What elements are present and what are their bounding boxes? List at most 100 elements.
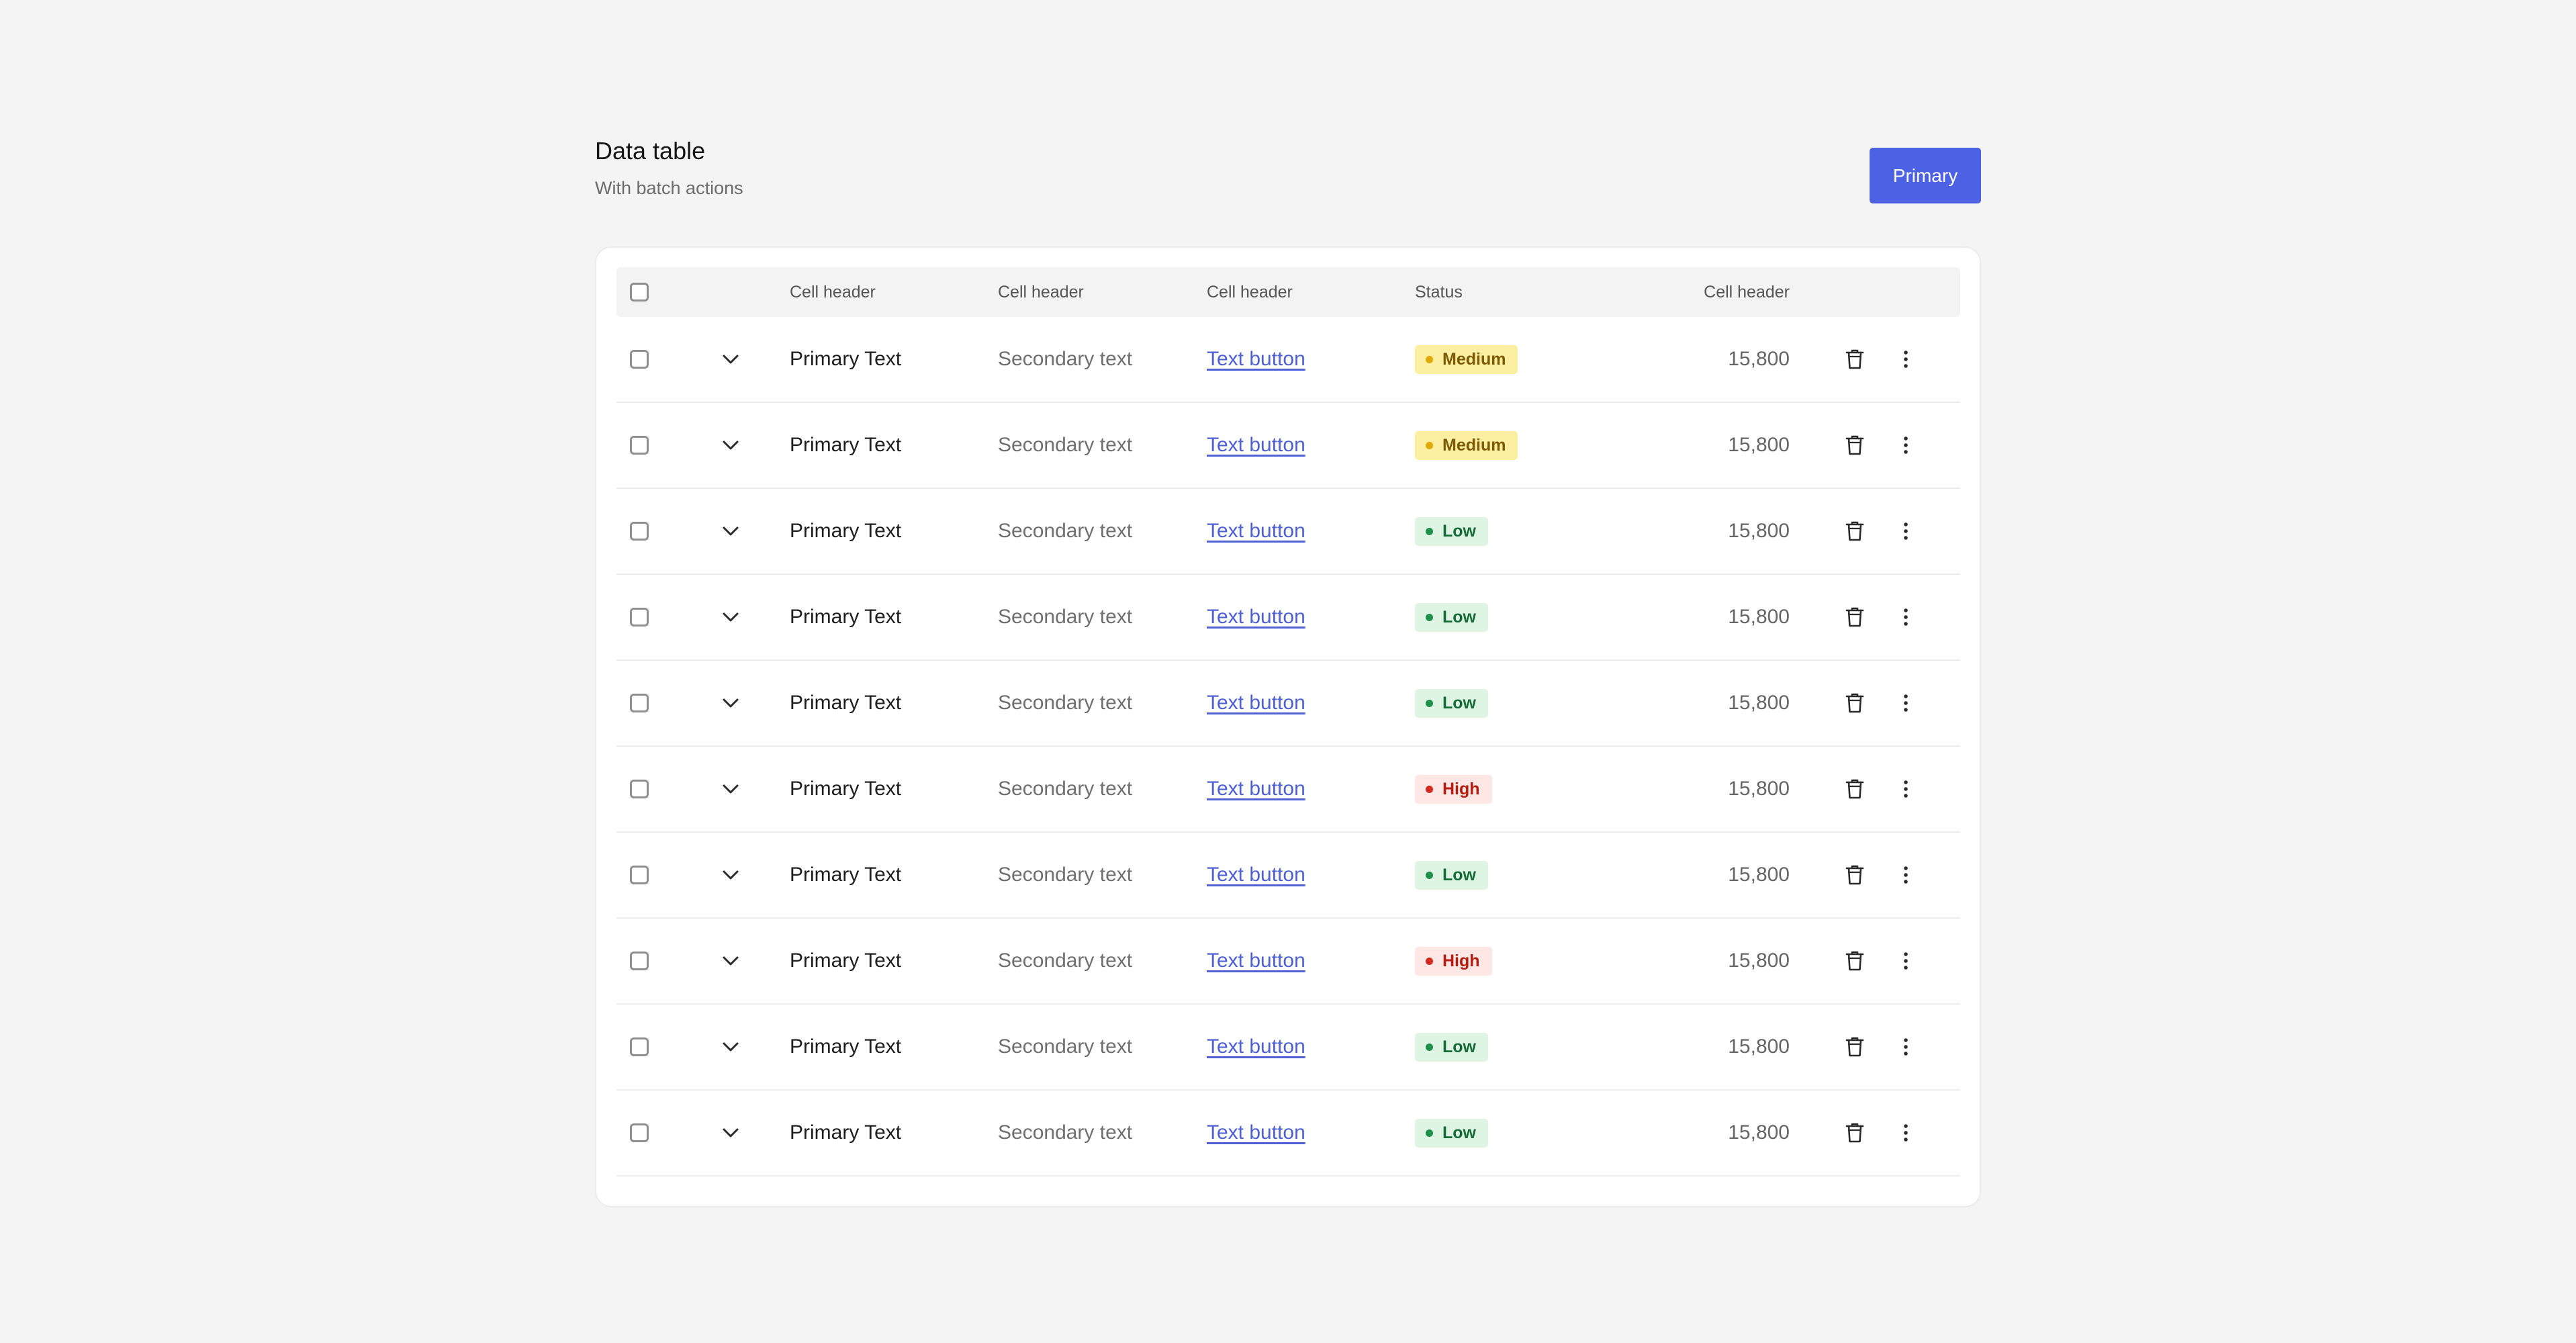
- column-header[interactable]: Cell header: [1704, 282, 1790, 302]
- text-button-link[interactable]: Text button: [1207, 778, 1305, 800]
- column-header[interactable]: Cell header: [790, 282, 876, 302]
- primary-text: Primary Text: [790, 778, 902, 800]
- text-button-link[interactable]: Text button: [1207, 1121, 1305, 1144]
- status-dot-icon: [1426, 1129, 1433, 1137]
- row-checkbox[interactable]: [630, 952, 649, 970]
- status-cell: High: [1415, 919, 1616, 1003]
- more-vertical-icon[interactable]: [1903, 522, 1908, 541]
- secondary-text-cell: Secondary text: [998, 833, 1199, 917]
- more-cell: [1879, 919, 1933, 1003]
- column-header[interactable]: Cell header: [1207, 282, 1293, 302]
- chevron-down-icon[interactable]: [722, 698, 739, 708]
- chevron-down-icon[interactable]: [722, 1127, 739, 1138]
- row-select-cell: [630, 661, 684, 745]
- row-checkbox[interactable]: [630, 608, 649, 627]
- select-all-checkbox[interactable]: [630, 283, 649, 302]
- row-checkbox[interactable]: [630, 522, 649, 541]
- row-checkbox[interactable]: [630, 436, 649, 455]
- table-row: Primary Text Secondary text Text button …: [616, 747, 1960, 833]
- table-header-row: Cell header Cell header Cell header Stat…: [616, 267, 1960, 317]
- table-row: Primary Text Secondary text Text button …: [616, 403, 1960, 489]
- more-vertical-icon[interactable]: [1903, 608, 1908, 627]
- more-vertical-icon[interactable]: [1903, 350, 1908, 369]
- status-dot-icon: [1426, 871, 1433, 879]
- primary-text-cell: Primary Text: [790, 833, 991, 917]
- row-select-cell: [630, 833, 684, 917]
- chevron-down-icon[interactable]: [722, 526, 739, 537]
- trash-icon[interactable]: [1845, 606, 1864, 628]
- row-checkbox[interactable]: [630, 1037, 649, 1056]
- row-checkbox[interactable]: [630, 1123, 649, 1142]
- more-cell: [1879, 1091, 1933, 1175]
- chevron-down-icon[interactable]: [722, 784, 739, 794]
- chevron-down-icon[interactable]: [722, 354, 739, 365]
- amount-value: 15,800: [1728, 864, 1790, 886]
- chevron-down-icon[interactable]: [722, 440, 739, 451]
- primary-text: Primary Text: [790, 434, 902, 456]
- table-row: Primary Text Secondary text Text button …: [616, 1005, 1960, 1091]
- status-label: Medium: [1442, 349, 1506, 369]
- more-vertical-icon[interactable]: [1903, 952, 1908, 970]
- trash-icon[interactable]: [1845, 349, 1864, 370]
- link-cell: Text button: [1207, 919, 1408, 1003]
- more-vertical-icon[interactable]: [1903, 780, 1908, 798]
- text-button-link[interactable]: Text button: [1207, 950, 1305, 972]
- amount-value: 15,800: [1728, 1121, 1790, 1144]
- row-checkbox[interactable]: [630, 694, 649, 712]
- chevron-down-icon[interactable]: [722, 1041, 739, 1052]
- row-checkbox[interactable]: [630, 350, 649, 369]
- more-vertical-icon[interactable]: [1903, 694, 1908, 712]
- chevron-down-icon[interactable]: [722, 870, 739, 880]
- trash-icon[interactable]: [1845, 692, 1864, 714]
- status-cell: Low: [1415, 489, 1616, 573]
- status-badge: Low: [1415, 602, 1488, 632]
- header-cell: Cell header: [1624, 267, 1790, 317]
- chevron-down-icon[interactable]: [722, 612, 739, 622]
- column-header-status[interactable]: Status: [1415, 282, 1463, 302]
- delete-cell: [1828, 1091, 1882, 1175]
- status-cell: Low: [1415, 575, 1616, 659]
- primary-text: Primary Text: [790, 606, 902, 628]
- text-button-link[interactable]: Text button: [1207, 520, 1305, 542]
- more-vertical-icon[interactable]: [1903, 866, 1908, 884]
- delete-cell: [1828, 1005, 1882, 1089]
- text-button-link[interactable]: Text button: [1207, 692, 1305, 714]
- trash-icon[interactable]: [1845, 950, 1864, 972]
- more-vertical-icon[interactable]: [1903, 1123, 1908, 1142]
- trash-icon[interactable]: [1845, 434, 1864, 456]
- row-checkbox[interactable]: [630, 866, 649, 884]
- primary-text-cell: Primary Text: [790, 919, 991, 1003]
- row-checkbox[interactable]: [630, 780, 649, 798]
- primary-text-cell: Primary Text: [790, 489, 991, 573]
- trash-icon[interactable]: [1845, 1122, 1864, 1144]
- delete-cell: [1828, 833, 1882, 917]
- column-header[interactable]: Cell header: [998, 282, 1084, 302]
- more-cell: [1879, 317, 1933, 402]
- text-button-link[interactable]: Text button: [1207, 434, 1305, 456]
- data-table: Cell header Cell header Cell header Stat…: [616, 267, 1960, 1176]
- text-button-link[interactable]: Text button: [1207, 348, 1305, 370]
- trash-icon[interactable]: [1845, 1036, 1864, 1058]
- chevron-down-icon[interactable]: [722, 956, 739, 966]
- delete-cell: [1828, 403, 1882, 488]
- row-expand-cell: [704, 661, 757, 745]
- primary-text: Primary Text: [790, 348, 902, 370]
- secondary-text: Secondary text: [998, 692, 1133, 714]
- primary-button[interactable]: Primary: [1870, 148, 1981, 203]
- header-cell: Cell header: [790, 267, 991, 317]
- secondary-text-cell: Secondary text: [998, 919, 1199, 1003]
- trash-icon[interactable]: [1845, 864, 1864, 886]
- trash-icon[interactable]: [1845, 778, 1864, 800]
- trash-icon[interactable]: [1845, 520, 1864, 542]
- text-button-link[interactable]: Text button: [1207, 606, 1305, 628]
- more-vertical-icon[interactable]: [1903, 436, 1908, 455]
- secondary-text-cell: Secondary text: [998, 1091, 1199, 1175]
- text-button-link[interactable]: Text button: [1207, 864, 1305, 886]
- more-cell: [1879, 1005, 1933, 1089]
- secondary-text: Secondary text: [998, 1035, 1133, 1058]
- status-cell: Low: [1415, 833, 1616, 917]
- more-vertical-icon[interactable]: [1903, 1037, 1908, 1056]
- primary-text-cell: Primary Text: [790, 661, 991, 745]
- status-badge: Medium: [1415, 430, 1518, 460]
- text-button-link[interactable]: Text button: [1207, 1035, 1305, 1058]
